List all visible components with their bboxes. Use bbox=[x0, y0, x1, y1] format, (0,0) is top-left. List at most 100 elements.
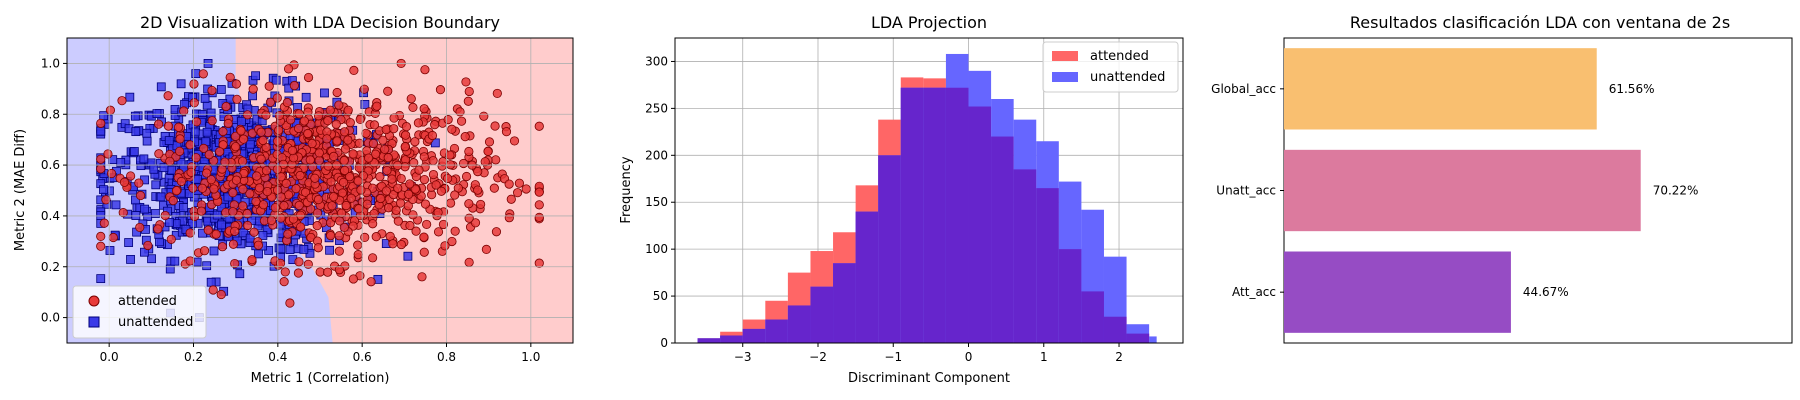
point-unattended bbox=[301, 92, 311, 102]
point-unattended bbox=[131, 127, 141, 137]
point-attended bbox=[396, 173, 406, 184]
histogram-panel: LDA Projection −3 −2 −1 0 1 2 0 50 100 150 200 250 3… bbox=[619, 13, 1184, 386]
point-unattended bbox=[99, 111, 109, 121]
histogram-xlabel: Discriminant Component bbox=[848, 371, 1010, 386]
point-unattended bbox=[237, 116, 246, 126]
point-attended bbox=[154, 149, 164, 159]
hist-xtick-label: −2 bbox=[809, 350, 827, 364]
point-attended bbox=[484, 137, 495, 147]
point-attended bbox=[382, 165, 392, 176]
point-attended bbox=[323, 161, 333, 171]
hist-xtick-label: −1 bbox=[884, 350, 902, 364]
point-unattended bbox=[403, 251, 413, 261]
point-attended bbox=[504, 179, 514, 189]
point-attended bbox=[534, 212, 544, 222]
point-unattended bbox=[209, 246, 219, 256]
point-attended bbox=[353, 176, 363, 186]
scatter-xtick-label: 0.0 bbox=[100, 350, 119, 364]
scatter-xtick-label: 0.2 bbox=[184, 350, 203, 364]
bar-overlap bbox=[720, 335, 743, 343]
point-unattended bbox=[140, 204, 150, 214]
barh-title: Resultados clasificación LDA con ventana… bbox=[1350, 13, 1730, 32]
point-attended bbox=[276, 172, 286, 182]
hist-xtick-label: −3 bbox=[734, 350, 752, 364]
point-unattended bbox=[360, 100, 370, 109]
point-attended bbox=[296, 222, 306, 232]
hist-xtick-label: 1 bbox=[1040, 350, 1048, 364]
point-attended bbox=[420, 199, 431, 209]
point-unattended bbox=[99, 185, 108, 195]
point-attended bbox=[371, 232, 381, 242]
point-attended bbox=[305, 155, 315, 165]
point-unattended bbox=[96, 126, 106, 136]
point-attended bbox=[245, 189, 255, 199]
point-unattended bbox=[206, 277, 216, 287]
scatter-xtick-label: 0.8 bbox=[437, 350, 456, 364]
point-attended bbox=[534, 258, 544, 268]
barh-value-label: 70.22% bbox=[1653, 184, 1699, 198]
point-attended bbox=[143, 240, 153, 251]
point-attended bbox=[96, 118, 106, 128]
point-unattended bbox=[164, 136, 174, 146]
scatter-ytick-label: 0.2 bbox=[41, 260, 60, 274]
point-attended bbox=[419, 104, 429, 114]
point-attended bbox=[281, 178, 291, 188]
point-attended bbox=[464, 213, 474, 223]
point-unattended bbox=[156, 192, 166, 202]
point-attended bbox=[463, 96, 473, 106]
point-attended bbox=[323, 116, 333, 126]
point-attended bbox=[348, 274, 359, 284]
point-attended bbox=[204, 150, 214, 160]
point-attended bbox=[207, 116, 217, 126]
point-attended bbox=[231, 79, 241, 89]
point-attended bbox=[353, 250, 363, 260]
point-attended bbox=[278, 159, 288, 169]
point-attended bbox=[366, 277, 376, 287]
point-unattended bbox=[200, 94, 210, 103]
point-attended bbox=[410, 137, 420, 147]
histogram-ylabel: Frequency bbox=[619, 156, 634, 223]
point-unattended bbox=[142, 128, 152, 138]
bar-overlap bbox=[923, 87, 946, 343]
point-attended bbox=[231, 142, 241, 152]
point-attended bbox=[203, 225, 213, 235]
point-attended bbox=[207, 85, 217, 96]
point-attended bbox=[99, 218, 109, 228]
point-attended bbox=[314, 148, 324, 158]
point-attended bbox=[191, 153, 201, 163]
bar-overlap bbox=[1058, 249, 1082, 343]
point-attended bbox=[238, 134, 249, 144]
scatter-title: 2D Visualization with LDA Decision Bound… bbox=[140, 13, 500, 32]
point-unattended bbox=[320, 88, 329, 98]
scatter-ylabel: Metric 2 (MAE Diff) bbox=[13, 129, 28, 251]
point-attended bbox=[476, 199, 486, 210]
point-unattended bbox=[124, 238, 134, 247]
point-attended bbox=[117, 96, 127, 106]
legend-attended-marker bbox=[88, 295, 100, 307]
point-attended bbox=[242, 110, 253, 120]
point-unattended bbox=[254, 249, 263, 259]
point-attended bbox=[186, 167, 196, 177]
point-attended bbox=[329, 192, 339, 202]
point-attended bbox=[461, 171, 472, 182]
point-attended bbox=[369, 120, 380, 130]
bar-overlap bbox=[833, 263, 856, 343]
bar-overlap bbox=[697, 338, 721, 343]
point-attended bbox=[383, 153, 393, 163]
point-attended bbox=[345, 117, 355, 128]
point-unattended bbox=[126, 255, 135, 264]
point-attended bbox=[348, 149, 358, 159]
point-attended bbox=[287, 145, 298, 156]
point-attended bbox=[231, 175, 242, 185]
point-attended bbox=[446, 198, 456, 208]
point-attended bbox=[443, 173, 453, 184]
point-attended bbox=[409, 158, 419, 168]
point-attended bbox=[185, 256, 195, 266]
point-attended bbox=[189, 98, 199, 108]
point-attended bbox=[135, 190, 146, 201]
point-unattended bbox=[258, 231, 268, 240]
point-attended bbox=[303, 72, 314, 83]
point-attended bbox=[185, 228, 195, 238]
point-attended bbox=[237, 156, 248, 166]
point-attended bbox=[419, 247, 429, 257]
